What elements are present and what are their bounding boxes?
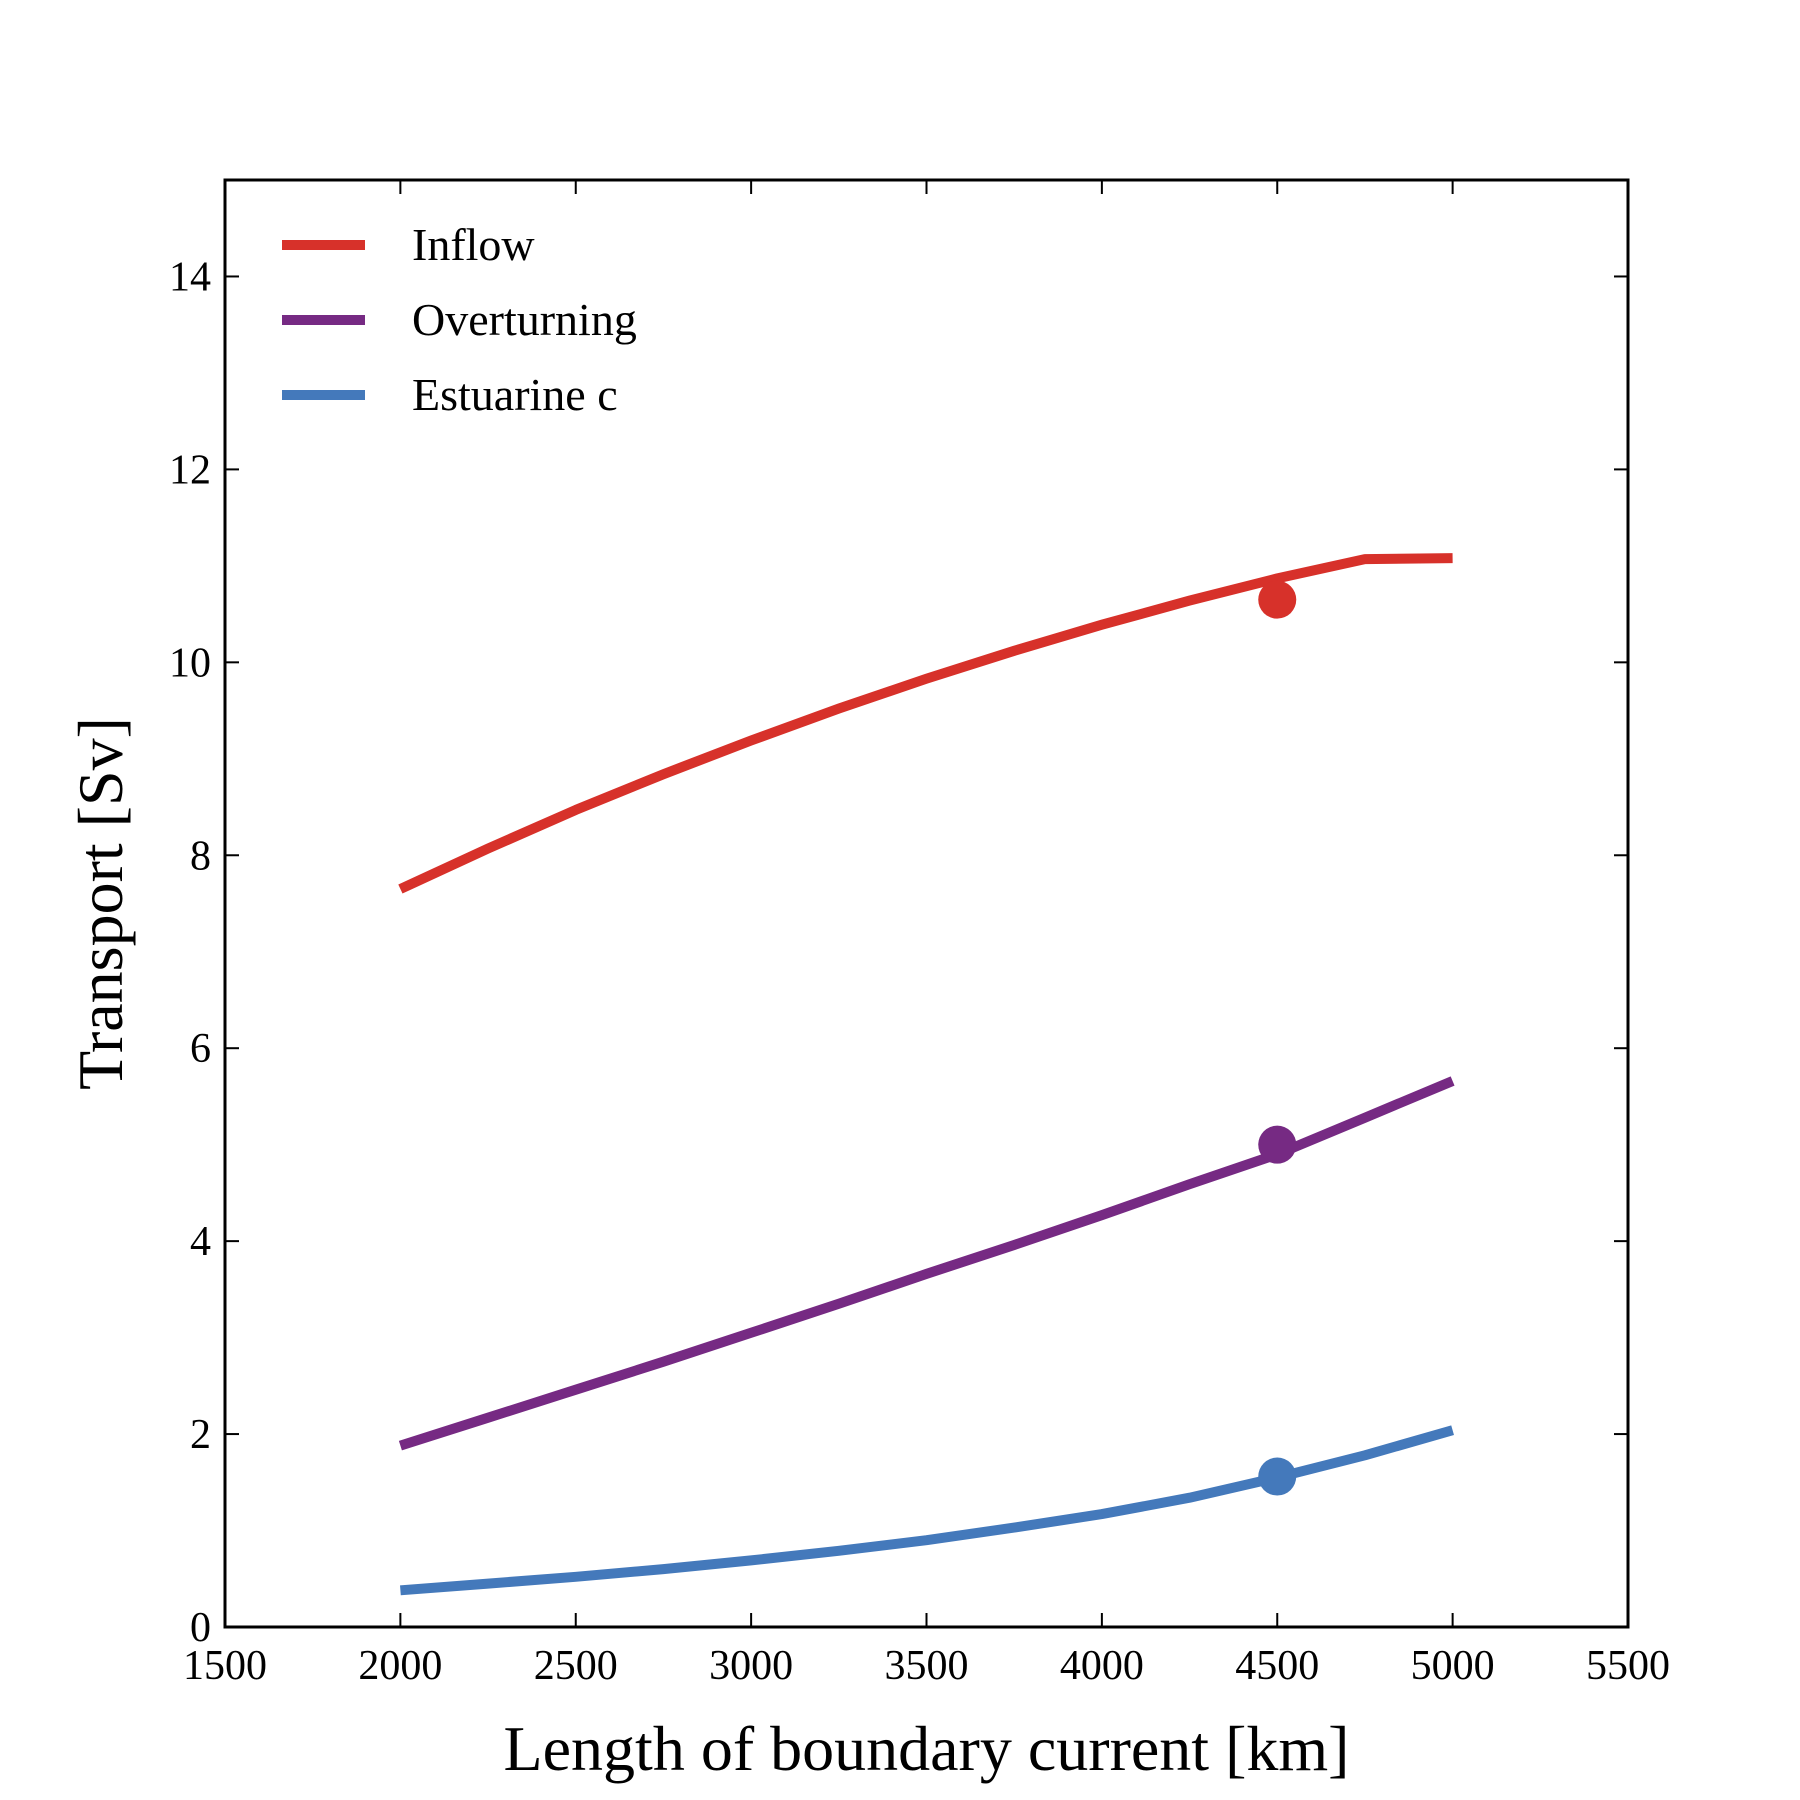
legend: Inflow Overturning Estuarine c: [282, 219, 637, 420]
series-line-inflow: [398, 553, 1453, 894]
y-axis-title: Transport [Sv]: [65, 717, 136, 1090]
y-tick-label: 4: [190, 1219, 211, 1265]
x-tick-label: 5500: [1586, 1643, 1670, 1689]
x-tick-label: 2000: [358, 1643, 442, 1689]
x-tick-label: 3500: [885, 1643, 969, 1689]
x-tick-label: 2500: [534, 1643, 618, 1689]
legend-label-estuarine-c: Estuarine c: [412, 369, 618, 420]
x-tick-label: 4500: [1235, 1643, 1319, 1689]
series-marker-inflow: [1258, 580, 1297, 619]
series-marker-estuarine-c: [1258, 1457, 1297, 1496]
x-tick-label: 4000: [1060, 1643, 1144, 1689]
y-tick-label: 12: [169, 447, 211, 493]
y-tick-label: 8: [190, 833, 211, 879]
plot-frame: [223, 178, 1630, 1629]
x-tick-label: 3000: [709, 1643, 793, 1689]
x-tick-label: 1500: [183, 1643, 267, 1689]
x-axis-title: Length of boundary current [km]: [504, 1713, 1350, 1784]
ticks-layer: 1500 2000 2500 3000 3500 4000 4500 5000 5500 0 2 4 6…: [169, 180, 1670, 1689]
legend-label-overturning: Overturning: [412, 294, 637, 345]
y-tick-label: 6: [190, 1026, 211, 1072]
y-tick-label: 0: [190, 1605, 211, 1651]
series-marker-overturning: [1258, 1125, 1297, 1164]
x-tick-label: 5000: [1411, 1643, 1495, 1689]
y-tick-label: 10: [169, 640, 211, 686]
y-tick-label: 14: [169, 254, 211, 300]
y-tick-label: 2: [190, 1412, 211, 1458]
legend-label-inflow: Inflow: [412, 219, 535, 270]
series-layer: [398, 553, 1455, 1596]
